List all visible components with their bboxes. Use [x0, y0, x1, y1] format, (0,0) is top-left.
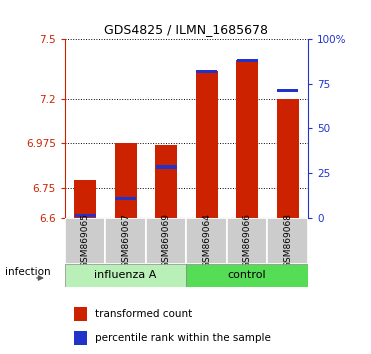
Bar: [65, 218, 105, 264]
Bar: [277, 89, 298, 92]
Bar: [74, 307, 87, 321]
Bar: [267, 218, 308, 264]
Bar: [196, 70, 217, 73]
Bar: [155, 165, 177, 169]
Bar: [187, 218, 227, 264]
Bar: [74, 331, 87, 344]
Text: transformed count: transformed count: [95, 309, 192, 319]
Bar: [115, 197, 136, 200]
Bar: [115, 143, 137, 218]
Text: GSM869067: GSM869067: [121, 213, 130, 268]
Text: influenza A: influenza A: [95, 270, 157, 280]
Text: GSM869066: GSM869066: [243, 213, 252, 268]
Bar: [196, 71, 218, 218]
Bar: [75, 214, 96, 217]
Text: GSM869064: GSM869064: [202, 213, 211, 268]
Bar: [146, 218, 187, 264]
Bar: [74, 180, 96, 218]
Bar: [105, 218, 146, 264]
Bar: [155, 145, 177, 218]
Bar: [236, 60, 258, 218]
Bar: [65, 264, 187, 287]
Bar: [276, 98, 299, 218]
Text: infection: infection: [5, 268, 51, 278]
Text: control: control: [228, 270, 266, 280]
Text: GSM869065: GSM869065: [81, 213, 90, 268]
Text: GSM869068: GSM869068: [283, 213, 292, 268]
Bar: [227, 218, 267, 264]
Text: GSM869069: GSM869069: [162, 213, 171, 268]
Bar: [187, 264, 308, 287]
Bar: [237, 59, 258, 62]
Text: percentile rank within the sample: percentile rank within the sample: [95, 332, 270, 343]
Title: GDS4825 / ILMN_1685678: GDS4825 / ILMN_1685678: [104, 23, 269, 36]
